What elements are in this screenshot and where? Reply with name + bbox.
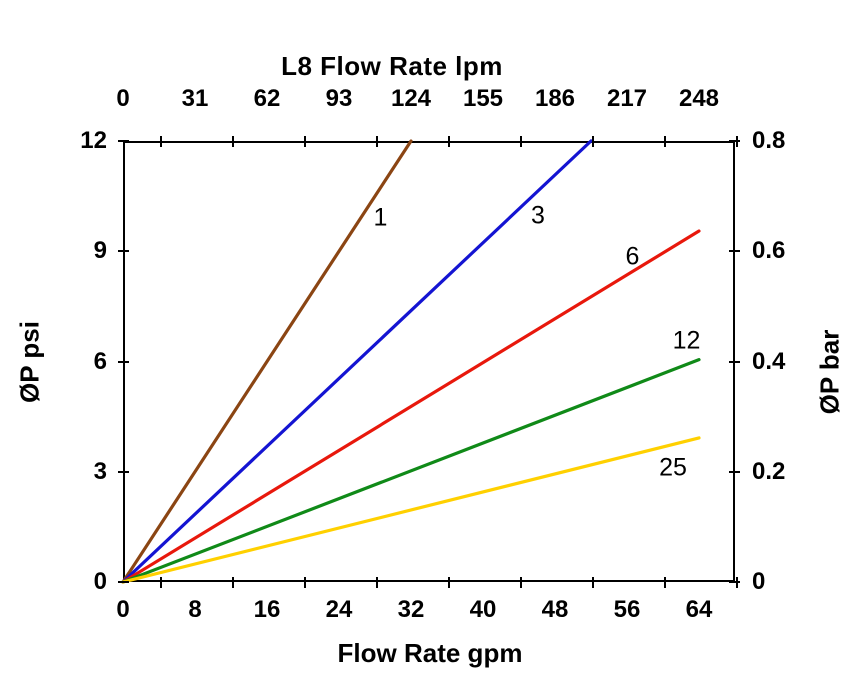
x-tick-label-bottom-0: 0: [116, 596, 130, 623]
x-tick-label-bottom-1: 8: [188, 596, 202, 623]
y-tick-left-12: [118, 140, 129, 142]
x-tick-top-32: [448, 136, 450, 147]
x-tick-bottom-48: [592, 577, 594, 588]
x-tick-label-bottom-7: 56: [613, 596, 641, 623]
plot-frame: [123, 141, 735, 582]
curve-series-1: [121, 139, 413, 584]
left-y-axis-title: ØP psi: [14, 321, 45, 403]
y-tick-left-0: [118, 581, 129, 583]
x-tick-top-48: [592, 136, 594, 147]
y-tick-right-6: [729, 360, 740, 363]
x-tick-label-top-6: 186: [534, 85, 576, 112]
y-tick-label-right-2: 0.4: [752, 347, 786, 375]
x-tick-label-bottom-6: 48: [541, 596, 569, 623]
x-tick-label-top-2: 62: [253, 85, 281, 112]
curve-series-3: [121, 139, 593, 584]
top-x-axis-title: L8 Flow Rate lpm: [281, 51, 503, 81]
y-tick-label-right-4: 0.8: [752, 127, 786, 154]
y-tick-label-left-2: 6: [93, 347, 107, 375]
y-tick-right-3: [729, 470, 740, 473]
curve-series-6: [121, 229, 701, 584]
series-label-3: 3: [531, 201, 545, 230]
y-tick-left-9: [118, 250, 129, 253]
curve-series-12: [121, 358, 701, 584]
x-tick-bottom-24: [376, 577, 378, 588]
x-tick-bottom-32: [448, 577, 450, 588]
x-tick-label-top-3: 93: [325, 85, 353, 112]
y-tick-label-left-4: 12: [80, 127, 107, 154]
x-tick-top-0: [160, 136, 162, 147]
x-tick-bottom-16: [304, 577, 306, 588]
x-tick-top-56: [664, 136, 666, 147]
x-tick-label-top-5: 155: [462, 85, 504, 112]
x-tick-label-top-4: 124: [390, 85, 432, 112]
series-label-12: 12: [672, 326, 701, 355]
bottom-x-axis-title: Flow Rate gpm: [337, 638, 523, 668]
y-tick-right-12: [729, 140, 740, 142]
x-tick-label-bottom-3: 24: [325, 596, 353, 623]
x-tick-top-24: [376, 136, 378, 147]
x-tick-bottom-8: [232, 577, 234, 588]
x-tick-label-top-1: 31: [181, 85, 209, 112]
x-tick-label-bottom-2: 16: [253, 596, 281, 623]
x-tick-bottom-56: [664, 577, 666, 588]
x-tick-label-bottom-4: 32: [397, 596, 425, 623]
curve-series-25: [121, 436, 701, 584]
x-tick-label-top-7: 217: [606, 85, 648, 112]
y-tick-right-0: [729, 581, 740, 583]
x-tick-label-bottom-5: 40: [469, 596, 497, 623]
y-tick-label-right-1: 0.2: [752, 457, 786, 485]
y-tick-right-9: [729, 250, 740, 253]
series-label-6: 6: [625, 242, 640, 271]
x-tick-label-top-0: 0: [116, 85, 130, 112]
x-tick-label-top-8: 248: [678, 85, 720, 112]
y-tick-left-3: [118, 470, 129, 473]
right-y-axis-title: ØP bar: [814, 329, 845, 415]
x-tick-bottom-40: [520, 577, 522, 588]
x-tick-label-bottom-8: 64: [685, 596, 713, 623]
x-tick-top-40: [520, 136, 522, 147]
x-tick-bottom-0: [160, 577, 162, 588]
y-tick-label-right-3: 0.6: [752, 237, 786, 265]
y-tick-label-left-0: 0: [93, 568, 107, 595]
y-tick-label-right-0: 0: [752, 568, 766, 595]
series-label-1: 1: [373, 203, 388, 232]
series-label-25: 25: [659, 453, 687, 482]
y-tick-label-left-3: 9: [93, 237, 107, 265]
x-tick-top-16: [304, 136, 306, 147]
curves-layer: [121, 139, 701, 584]
y-tick-label-left-1: 3: [93, 457, 107, 485]
x-tick-top-8: [232, 136, 234, 147]
y-tick-left-6: [118, 360, 129, 363]
